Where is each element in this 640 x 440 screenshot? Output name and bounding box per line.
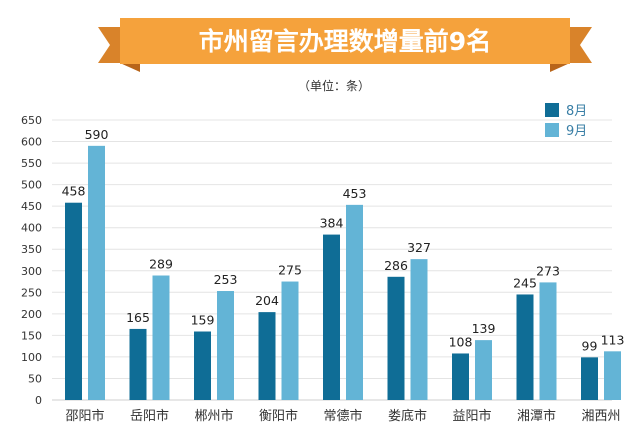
data-label-sep: 327 [407, 240, 431, 255]
y-tick-label: 600 [21, 136, 42, 149]
data-label-sep: 139 [472, 321, 496, 336]
bar-aug [323, 234, 340, 400]
y-tick-label: 400 [21, 222, 42, 235]
bar-aug [194, 331, 211, 400]
unit-label: （单位：条） [298, 78, 370, 93]
legend-swatch-sep [545, 123, 559, 137]
data-label-aug: 99 [582, 338, 598, 353]
bar-sep [152, 275, 170, 400]
bar-aug [65, 202, 82, 400]
bar-sep [539, 282, 557, 400]
y-tick-label: 500 [21, 179, 42, 192]
data-label-aug: 458 [62, 184, 86, 199]
bar-aug [581, 357, 598, 400]
data-label-aug: 204 [255, 293, 279, 308]
bar-sep [281, 281, 299, 400]
legend-swatch-aug [545, 103, 559, 117]
bar-aug [387, 276, 405, 400]
data-label-aug: 245 [513, 275, 537, 290]
banner-fold-left [120, 63, 140, 72]
x-tick-label: 常德市 [323, 408, 362, 424]
bar-aug [129, 328, 147, 400]
banner-fold-right [550, 63, 570, 72]
bar-sep [410, 259, 428, 400]
x-tick-label: 湘潭市 [517, 408, 556, 424]
y-tick-label: 350 [21, 243, 42, 256]
data-label-sep: 590 [85, 127, 109, 142]
x-tick-label: 岳阳市 [130, 408, 169, 424]
y-tick-label: 100 [21, 351, 42, 364]
x-tick-label: 益阳市 [452, 408, 491, 424]
data-label-aug: 108 [449, 334, 473, 349]
y-axis: 0 50 100 150 200 250 300 350 400 450 500 550 600 650 [21, 114, 42, 407]
data-labels: 4585901652891592532042753844532863271081… [62, 127, 625, 354]
bar-sep [346, 204, 363, 400]
data-label-sep: 253 [214, 272, 238, 287]
data-label-sep: 273 [536, 263, 560, 278]
x-tick-label: 衡阳市 [259, 408, 298, 424]
data-label-aug: 384 [320, 216, 344, 231]
bar-aug [516, 294, 534, 400]
bar-sep [217, 291, 234, 400]
x-tick-label: 邵阳市 [65, 408, 104, 424]
x-tick-label: 郴州市 [194, 408, 233, 424]
bar-aug [452, 353, 469, 400]
chart-title: 市州留言办理数增量前9名 [199, 27, 491, 56]
bars [65, 145, 621, 400]
y-tick-label: 450 [21, 200, 42, 213]
bar-sep [88, 145, 105, 400]
data-label-aug: 159 [191, 313, 215, 328]
title-banner: 市州留言办理数增量前9名 [98, 18, 592, 72]
data-label-sep: 289 [149, 257, 173, 272]
y-tick-label: 50 [28, 372, 42, 385]
y-tick-label: 650 [21, 114, 42, 127]
y-tick-label: 300 [21, 265, 42, 278]
data-label-aug: 286 [384, 258, 408, 273]
x-tick-label: 湘西州 [581, 409, 620, 424]
legend: 8月 9月 [545, 103, 587, 139]
legend-label-aug: 8月 [566, 104, 587, 119]
banner-body [120, 18, 570, 64]
y-tick-label: 150 [21, 329, 42, 342]
bar-sep [604, 351, 621, 400]
legend-label-sep: 9月 [566, 124, 587, 139]
data-label-sep: 113 [601, 332, 625, 347]
bar-aug [258, 312, 276, 400]
y-tick-label: 0 [35, 394, 42, 407]
data-label-sep: 275 [278, 263, 302, 278]
x-axis: 邵阳市 岳阳市 郴州市 衡阳市 常德市 娄底市 益阳市 湘潭市 湘西州 [65, 408, 620, 424]
bar-sep [475, 340, 492, 400]
y-tick-label: 200 [21, 308, 42, 321]
y-tick-label: 250 [21, 286, 42, 299]
data-label-aug: 165 [126, 310, 150, 325]
x-tick-label: 娄底市 [388, 408, 427, 424]
y-tick-label: 550 [21, 157, 42, 170]
data-label-sep: 453 [343, 186, 367, 201]
